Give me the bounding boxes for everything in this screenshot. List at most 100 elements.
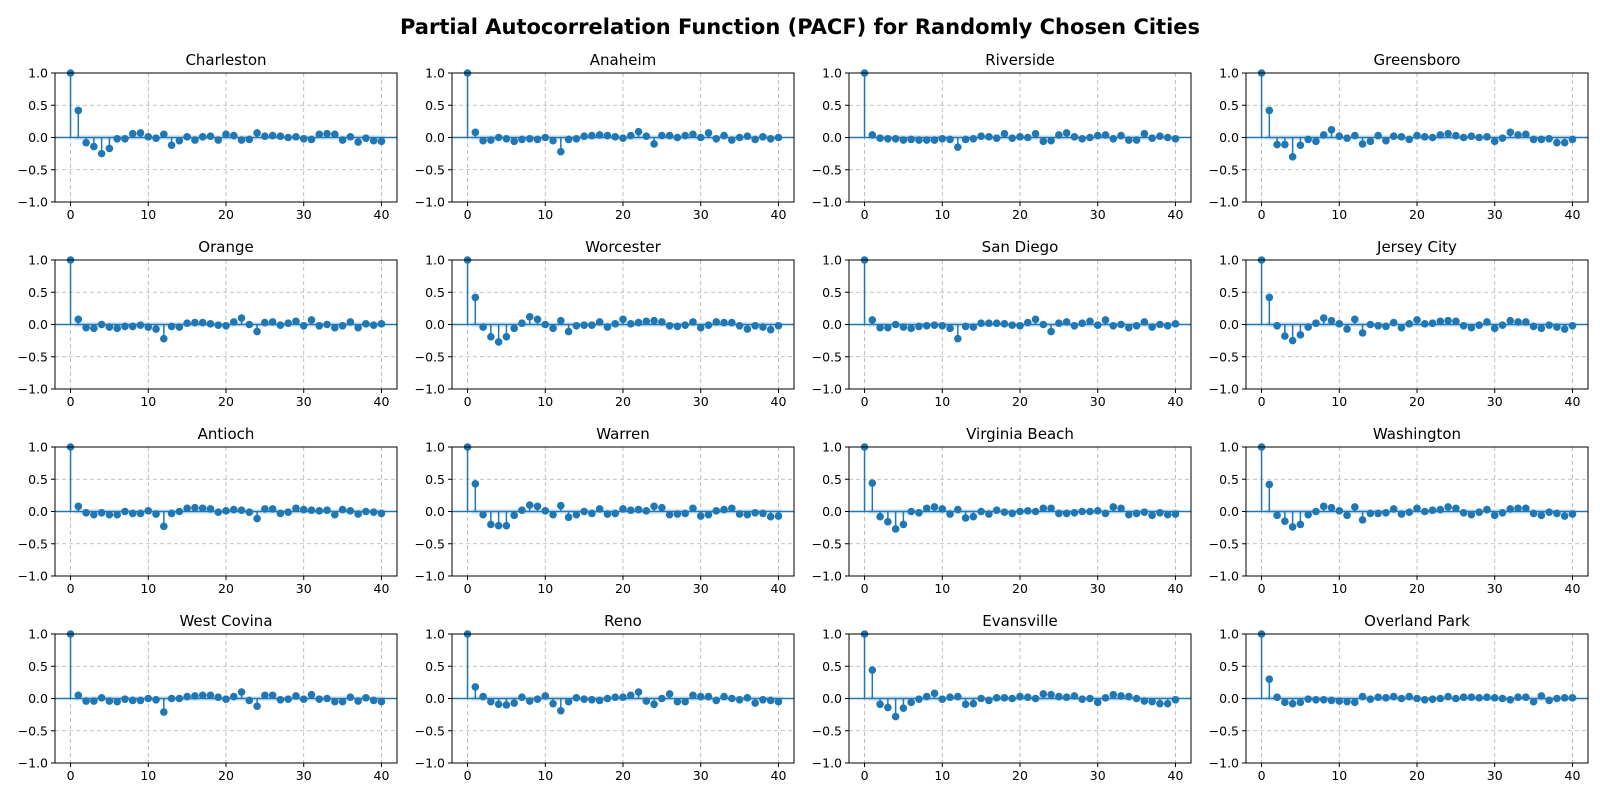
pacf-point [1093,698,1102,707]
y-tick-label: −1.0 [1209,382,1239,397]
pacf-point [253,702,261,711]
y-tick-label: −0.5 [18,723,48,738]
x-tick-label: 20 [1409,207,1425,222]
x-tick-label: 10 [1331,207,1347,222]
subplot-title: Charleston [185,51,266,69]
pacf-point [1023,318,1032,327]
x-tick-label: 30 [296,768,312,783]
pacf-point [284,133,292,142]
pacf-point [1281,698,1289,707]
y-tick-label: 0.0 [822,504,842,519]
y-tick-label: 1.0 [425,66,445,81]
pacf-point [1070,692,1079,700]
x-tick-label: 0 [861,394,869,409]
pacf-point [946,324,954,333]
pacf-point [564,697,573,706]
pacf-point [1335,507,1344,515]
pacf-point [74,315,83,324]
pacf-point [954,692,962,701]
pacf-point [1335,132,1344,141]
pacf-point [564,513,573,522]
pacf-point [728,694,736,703]
pacf-point [315,507,324,515]
pacf-point [1016,507,1024,516]
pacf-point [471,293,480,302]
subplot-title: Greensboro [1374,51,1461,69]
pacf-point [74,106,83,115]
pacf-point [299,321,308,330]
pacf-point [354,697,362,705]
pacf-point [510,137,518,146]
pacf-point [494,338,503,346]
pacf-point [144,694,153,703]
pacf-point [557,147,565,156]
pacf-panel-greensboro: 0 10 20 30 40 −1.0 −0.5 0.0 0.5 1.0 Greensboro [1209,51,1589,222]
pacf-point [276,132,285,141]
pacf-point [471,128,480,137]
pacf-point [1514,693,1522,702]
pacf-point [689,691,697,700]
pacf-point [969,323,978,331]
pacf-point [1148,134,1156,142]
pacf-point [1171,320,1180,328]
pacf-point [743,694,752,702]
pacf-point [1545,508,1553,516]
pacf-point [1374,321,1382,330]
pacf-point [1553,694,1561,703]
pacf-point [1273,511,1281,520]
x-tick-label: 40 [1168,581,1184,596]
pacf-point [1498,508,1507,517]
pacf-point [1467,510,1476,519]
y-tick-label: 0.5 [1219,98,1239,113]
pacf-point [868,316,877,324]
pacf-point [307,506,316,515]
pacf-point [331,323,339,332]
y-tick-label: 0.0 [1219,504,1239,519]
x-tick-label: 40 [1565,581,1581,596]
pacf-point [930,136,939,144]
pacf-point [502,521,511,530]
x-tick-label: 20 [218,394,234,409]
pacf-point [1389,318,1398,327]
pacf-point [354,323,362,332]
pacf-point [1156,699,1164,708]
pacf-point [175,507,184,516]
pacf-point [751,699,759,707]
pacf-point [549,136,557,145]
subplot-title: Overland Park [1364,612,1470,630]
pacf-point [533,315,542,324]
pacf-point [479,136,487,145]
y-tick-label: 0.5 [425,285,445,300]
pacf-point [245,135,254,144]
x-tick-label: 0 [464,394,472,409]
y-tick-label: 0.5 [28,98,48,113]
subplot-title: West Covina [179,612,272,630]
pacf-point [487,520,495,529]
pacf-point [525,312,534,321]
pacf-point [175,694,184,703]
pacf-point [985,510,993,518]
pacf-point [969,134,978,143]
pacf-point [237,136,246,144]
pacf-point [1171,134,1180,143]
subplot-title: San Diego [982,238,1059,256]
pacf-point [1304,695,1312,703]
pacf-point [362,134,370,142]
pacf-point [1016,133,1024,141]
pacf-point [1444,692,1452,701]
pacf-point [152,134,160,142]
pacf-point [1171,695,1180,704]
x-tick-label: 30 [693,207,709,222]
pacf-point [167,322,176,331]
pacf-point [977,319,985,328]
pacf-point [1078,319,1086,328]
pacf-point [1327,125,1336,134]
pacf-point [518,693,526,702]
pacf-point [1312,137,1320,146]
pacf-point [1490,511,1499,520]
pacf-point [494,133,503,142]
pacf-point [704,321,713,329]
pacf-point [743,132,752,141]
pacf-point [1506,316,1515,325]
pacf-point [1031,507,1040,516]
